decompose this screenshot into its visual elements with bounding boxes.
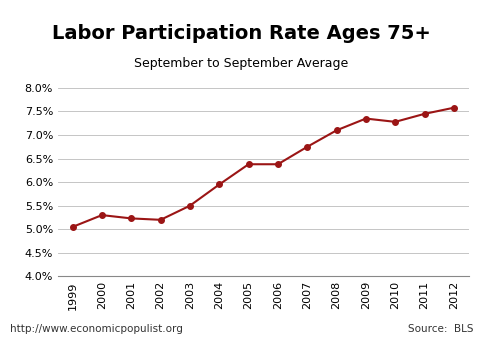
Text: http://www.economicpopulist.org: http://www.economicpopulist.org (10, 324, 183, 334)
Text: September to September Average: September to September Average (134, 57, 349, 70)
Text: Labor Participation Rate Ages 75+: Labor Participation Rate Ages 75+ (52, 24, 431, 42)
Text: Source:  BLS: Source: BLS (408, 324, 473, 334)
